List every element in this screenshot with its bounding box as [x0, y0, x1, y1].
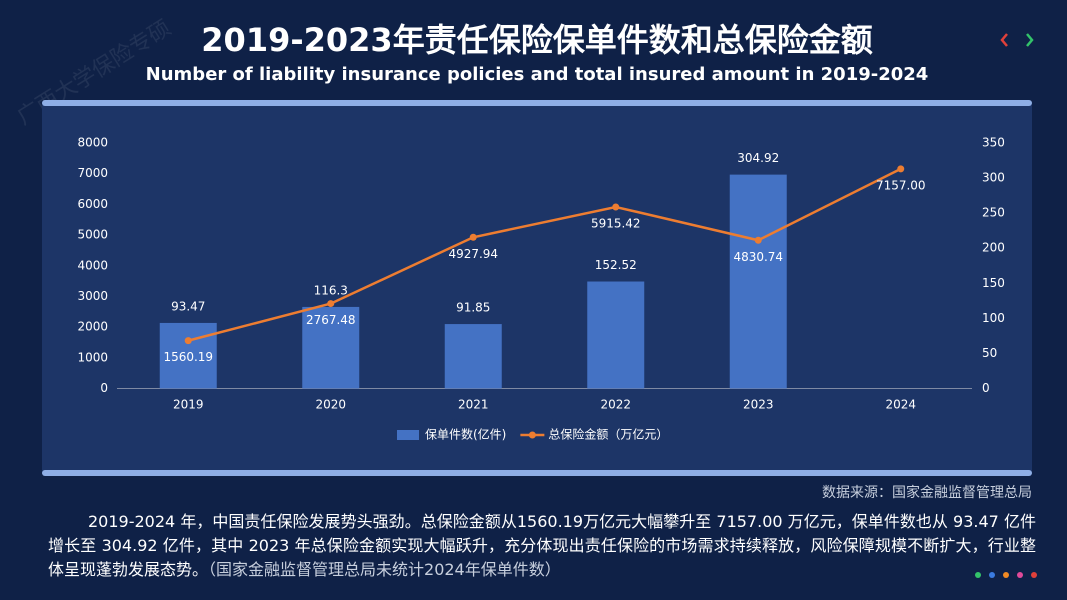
- bar: [444, 324, 502, 389]
- x-tick-label: 2022: [600, 398, 631, 412]
- y2-tick-label: 150: [982, 276, 1005, 290]
- line-value-label: 7157.00: [876, 178, 926, 192]
- y2-tick-label: 0: [982, 381, 990, 395]
- x-tick-label: 2024: [885, 398, 916, 412]
- line-value-label: 1560.19: [163, 350, 213, 364]
- chart-panel: [42, 100, 1032, 476]
- y-tick-label: 2000: [77, 320, 108, 334]
- line-point: [327, 300, 335, 308]
- bar-value-label: 304.92: [737, 151, 779, 165]
- y-tick-label: 5000: [77, 228, 108, 242]
- line-value-label: 4830.74: [733, 250, 783, 264]
- slide-subtitle: Number of liability insurance policies a…: [146, 64, 929, 85]
- y2-tick-label: 100: [982, 311, 1005, 325]
- slide-title: 2019-2023年责任保险保单件数和总保险金额: [201, 21, 872, 59]
- x-tick-label: 2020: [315, 398, 346, 412]
- bar: [729, 174, 787, 389]
- y-tick-label: 7000: [77, 166, 108, 180]
- panel-bottom-border: [42, 470, 1032, 476]
- summary-text: 2019-2024 年，中国责任保险发展势头强劲。总保险金额从1560.19万亿…: [48, 512, 1036, 579]
- y-tick-label: 8000: [77, 136, 108, 150]
- bar: [159, 322, 217, 389]
- y2-tick-label: 50: [982, 346, 997, 360]
- summary-paragraph: 2019-2024 年，中国责任保险发展势头强劲。总保险金额从1560.19万亿…: [48, 510, 1036, 582]
- y2-tick-label: 350: [982, 136, 1005, 150]
- y-tick-label: 3000: [77, 289, 108, 303]
- bar-value-label: 152.52: [595, 258, 637, 272]
- y-tick-label: 6000: [77, 197, 108, 211]
- source-note: 数据来源：国家金融监督管理总局: [822, 484, 1032, 501]
- y-tick-label: 1000: [77, 350, 108, 364]
- bar-value-label: 93.47: [171, 299, 205, 313]
- legend-swatch: [397, 430, 419, 440]
- summary-note: （国家金融监督管理总局未统计2024年保单件数）: [208, 560, 561, 579]
- bar-value-label: 116.3: [314, 283, 348, 297]
- bar-value-label: 91.85: [456, 301, 490, 315]
- deco-dot: [1017, 572, 1023, 578]
- y2-tick-label: 200: [982, 241, 1005, 255]
- x-tick-label: 2023: [743, 398, 774, 412]
- prev-arrow[interactable]: [1000, 33, 1008, 47]
- y2-tick-label: 250: [982, 206, 1005, 220]
- legend-swatch-dot: [528, 431, 536, 439]
- bar: [302, 306, 360, 389]
- line-series: [187, 167, 902, 342]
- panel-top-border: [42, 100, 1032, 106]
- line-point: [184, 337, 192, 345]
- line-point: [469, 233, 477, 241]
- x-tick-label: 2021: [458, 398, 489, 412]
- deco-dot: [1003, 572, 1009, 578]
- deco-dot: [975, 572, 981, 578]
- line-point: [897, 165, 905, 173]
- deco-dot: [989, 572, 995, 578]
- deco-dot: [1031, 572, 1037, 578]
- line-point: [612, 203, 620, 211]
- x-tick-label: 2019: [173, 398, 204, 412]
- line-point: [754, 236, 762, 244]
- line-value-label: 2767.48: [306, 313, 356, 327]
- line-value-label: 5915.42: [591, 216, 641, 230]
- next-arrow[interactable]: [1026, 33, 1034, 47]
- legend-label: 保单件数(亿件): [425, 427, 506, 442]
- y2-tick-label: 300: [982, 171, 1005, 185]
- bar: [587, 281, 645, 389]
- legend-label: 总保险金额（万亿元）: [548, 427, 668, 442]
- y-tick-label: 0: [100, 381, 108, 395]
- y-tick-label: 4000: [77, 258, 108, 272]
- line-value-label: 4927.94: [448, 247, 498, 261]
